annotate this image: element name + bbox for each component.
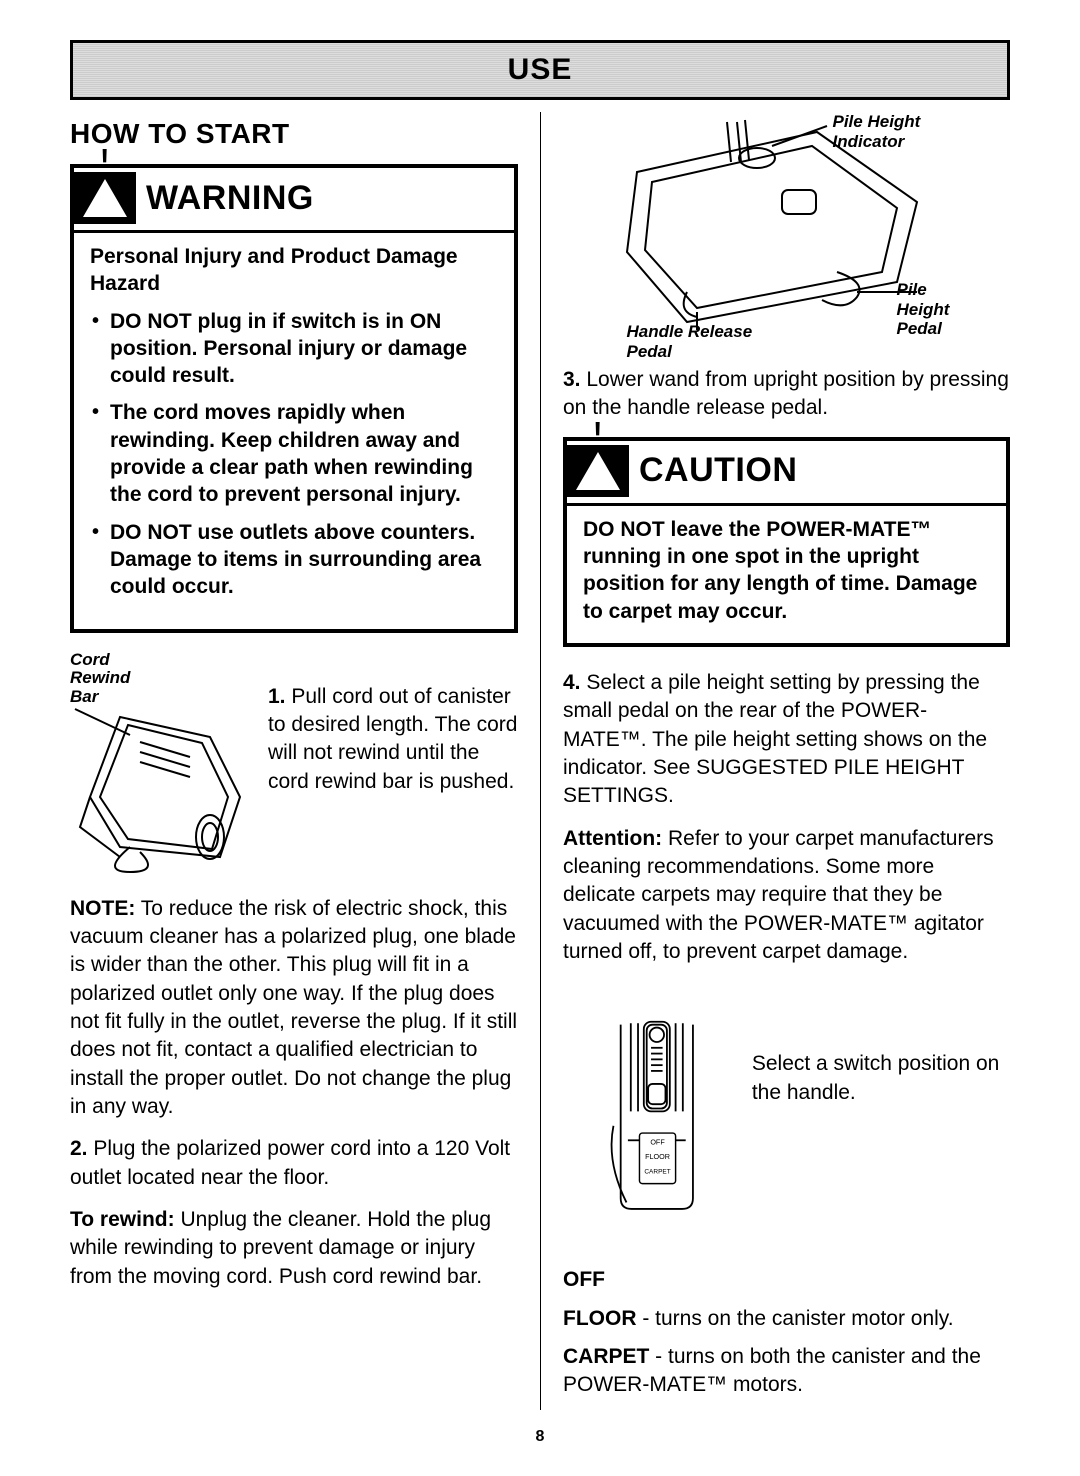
step1-number: 1. bbox=[268, 685, 286, 708]
def-floor-label: FLOOR bbox=[563, 1307, 637, 1330]
step3-number: 3. bbox=[563, 368, 581, 391]
caution-triangle-icon bbox=[567, 445, 629, 497]
cord-rewind-label-l1: Cord bbox=[70, 651, 254, 670]
step4-text: Select a pile height setting by pressing… bbox=[563, 671, 987, 807]
switch-figure: OFF FLOOR CARPET bbox=[599, 980, 722, 1250]
note-text: To reduce the risk of electric shock, th… bbox=[70, 897, 517, 1118]
step4-number: 4. bbox=[563, 671, 581, 694]
def-carpet-label: CARPET bbox=[563, 1345, 649, 1368]
warning-triangle-icon bbox=[74, 172, 136, 224]
caution-box: CAUTION DO NOT leave the POWER-MATE™ run… bbox=[563, 437, 1010, 647]
page-number: 8 bbox=[70, 1428, 1010, 1446]
left-column: HOW TO START WARNING Personal Injury and… bbox=[70, 112, 540, 1410]
cord-rewind-label-l3: Bar bbox=[70, 688, 254, 707]
def-floor-text: - turns on the canister motor only. bbox=[637, 1307, 954, 1330]
svg-text:FLOOR: FLOOR bbox=[645, 1152, 670, 1161]
callout-handle-rel-l2: Pedal bbox=[627, 342, 672, 361]
section-banner: USE bbox=[70, 40, 1010, 100]
callout-pile-pedal-l2: Pedal bbox=[897, 319, 942, 338]
callout-handle-rel-l1: Handle Release bbox=[627, 322, 753, 341]
powerhead-figure: Pile Height Indicator Pile Height Pedal … bbox=[597, 112, 977, 362]
svg-text:CARPET: CARPET bbox=[644, 1169, 670, 1176]
attention-label: Attention: bbox=[563, 827, 662, 850]
callout-pile-ind-l1: Pile Height bbox=[833, 112, 921, 131]
callout-pile-ind-l2: Indicator bbox=[833, 132, 905, 151]
def-off: OFF bbox=[563, 1268, 605, 1291]
how-to-start-heading: HOW TO START bbox=[70, 118, 518, 150]
step1-text: Pull cord out of canister to desired len… bbox=[268, 685, 517, 793]
caution-title: CAUTION bbox=[639, 451, 797, 490]
warning-title: WARNING bbox=[146, 179, 314, 218]
svg-text:OFF: OFF bbox=[650, 1138, 665, 1147]
cord-rewind-label-l2: Rewind bbox=[70, 669, 254, 688]
warning-lead: Personal Injury and Product Damage Hazar… bbox=[90, 243, 500, 298]
canister-figure bbox=[70, 707, 254, 877]
rewind-label: To rewind: bbox=[70, 1208, 175, 1231]
note-label: NOTE: bbox=[70, 897, 135, 920]
warning-bullet: The cord moves rapidly when rewinding. K… bbox=[90, 399, 500, 508]
step2-number: 2. bbox=[70, 1137, 88, 1160]
caution-body: DO NOT leave the POWER-MATE™ running in … bbox=[567, 506, 1006, 625]
section-banner-title: USE bbox=[508, 53, 573, 87]
callout-pile-pedal-l1: Pile Height bbox=[897, 280, 950, 319]
step2-text: Plug the polarized power cord into a 120… bbox=[70, 1137, 510, 1188]
warning-bullet: DO NOT use outlets above counters. Damag… bbox=[90, 519, 500, 601]
warning-box: WARNING Personal Injury and Product Dama… bbox=[70, 164, 518, 633]
step3-text: Lower wand from upright position by pres… bbox=[563, 368, 1009, 419]
right-column: Pile Height Indicator Pile Height Pedal … bbox=[540, 112, 1010, 1410]
switch-instruction: Select a switch position on the handle. bbox=[752, 980, 1010, 1107]
warning-bullet: DO NOT plug in if switch is in ON positi… bbox=[90, 308, 500, 390]
